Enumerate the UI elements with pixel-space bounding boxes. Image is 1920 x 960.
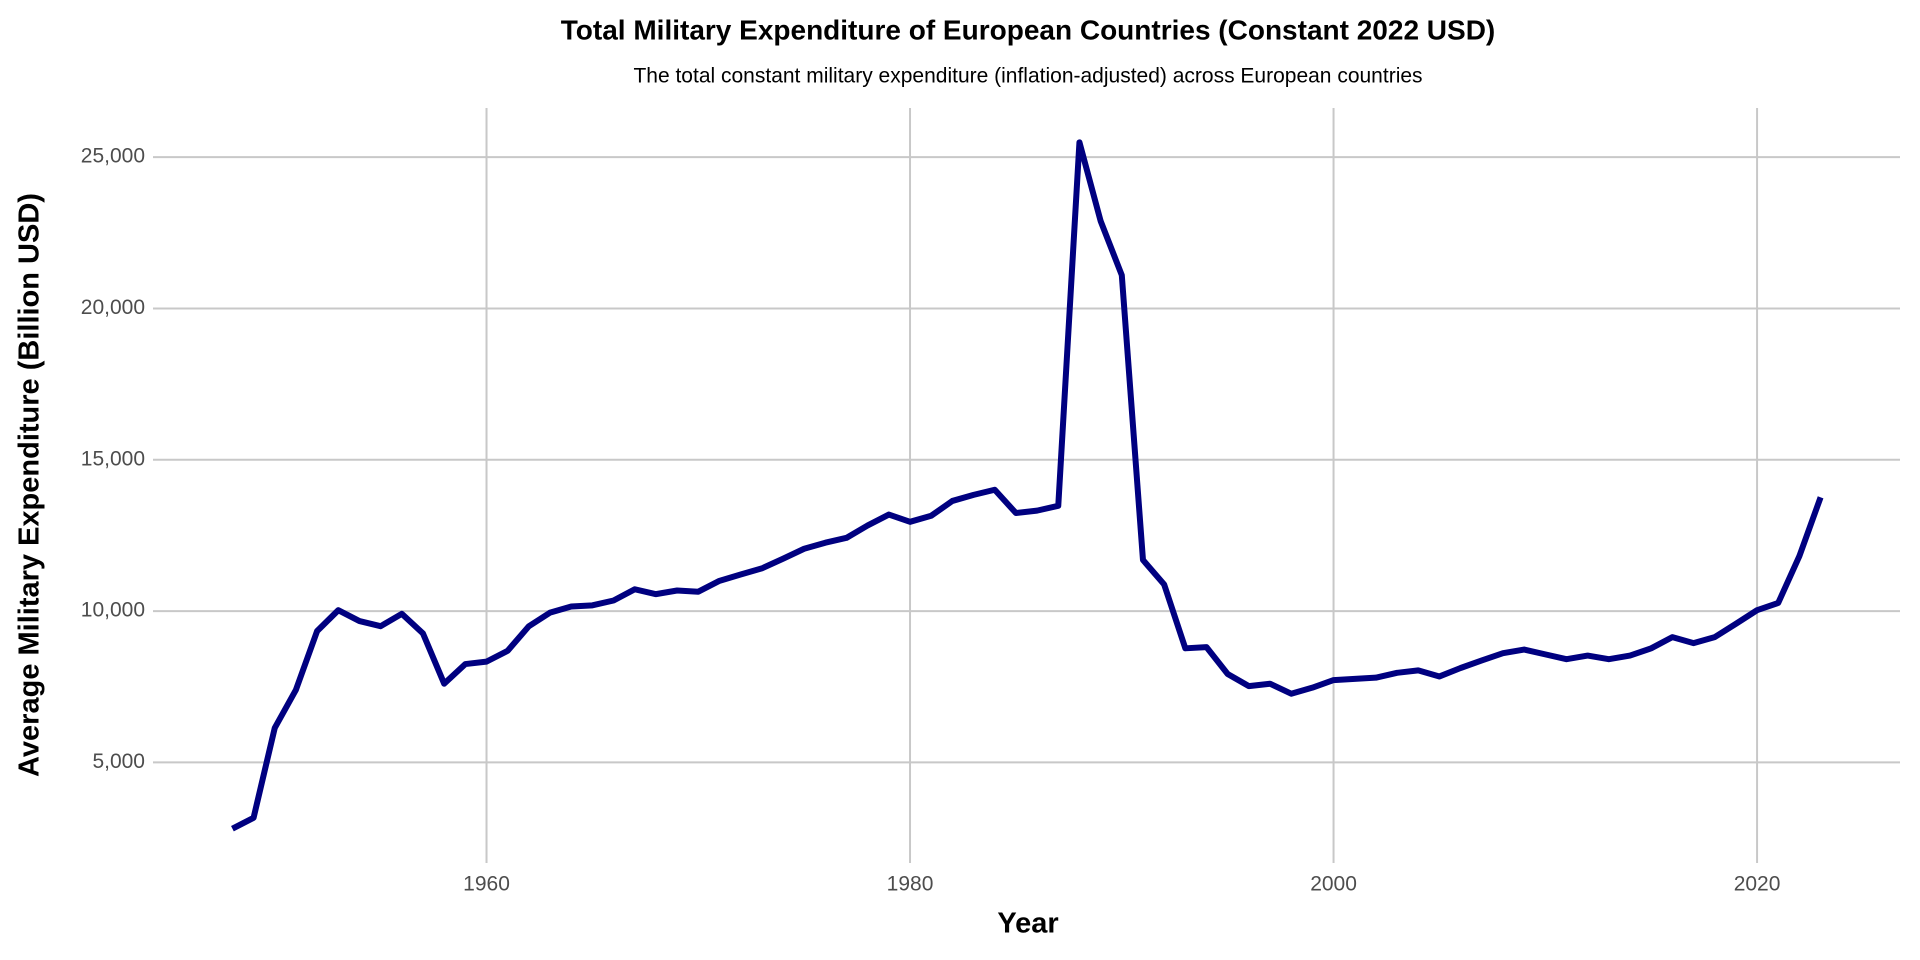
x-tick-label: 2020	[1734, 873, 1781, 896]
data-line	[231, 139, 1824, 832]
x-tick-label: 1960	[463, 873, 510, 896]
x-tick-label: 2000	[1310, 873, 1357, 896]
y-tick-label: 20,000	[81, 296, 145, 319]
x-tick-label: 1980	[887, 873, 934, 896]
y-tick-label: 25,000	[81, 145, 145, 168]
chart-subtitle: The total constant military expenditure …	[633, 65, 1422, 88]
y-axis-title: Average Military Expenditure (Billion US…	[14, 193, 46, 777]
chart-title: Total Military Expenditure of European C…	[561, 14, 1496, 45]
y-tick-label: 15,000	[81, 447, 145, 470]
y-tick-label: 10,000	[81, 599, 145, 622]
x-axis-title: Year	[997, 908, 1058, 940]
y-tick-label: 5,000	[92, 750, 145, 773]
